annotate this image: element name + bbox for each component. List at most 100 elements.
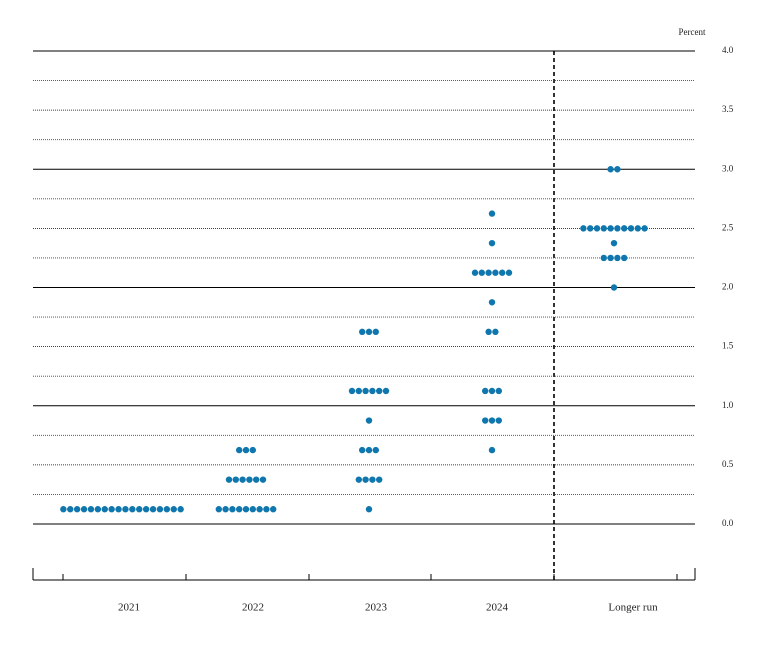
dot bbox=[225, 476, 233, 483]
dot bbox=[495, 417, 502, 424]
dot bbox=[242, 506, 250, 513]
dot bbox=[236, 506, 243, 513]
dot bbox=[365, 446, 373, 454]
dot bbox=[177, 506, 184, 513]
dot bbox=[222, 506, 229, 513]
dot bbox=[256, 506, 263, 513]
dot bbox=[600, 254, 607, 262]
dot bbox=[170, 506, 177, 513]
dot bbox=[163, 506, 171, 513]
dot bbox=[108, 506, 115, 513]
dot bbox=[355, 476, 362, 483]
dot bbox=[136, 506, 143, 513]
dot bbox=[365, 506, 373, 513]
dot bbox=[365, 417, 373, 424]
dot bbox=[607, 225, 614, 232]
dot bbox=[156, 506, 164, 513]
dot bbox=[369, 387, 376, 395]
dot bbox=[149, 506, 157, 513]
dot bbox=[614, 225, 621, 232]
x-tick-label: 2023 bbox=[365, 602, 388, 614]
dot bbox=[627, 225, 635, 232]
dot bbox=[259, 476, 267, 483]
x-tick-label: 2021 bbox=[118, 602, 140, 614]
dot bbox=[362, 387, 369, 395]
dot bbox=[270, 506, 277, 513]
dot bbox=[610, 239, 618, 247]
dot bbox=[249, 506, 256, 513]
dot bbox=[478, 269, 485, 276]
dot bbox=[482, 387, 489, 395]
dot bbox=[246, 476, 253, 483]
dot bbox=[365, 328, 373, 336]
dot bbox=[614, 166, 621, 173]
dot bbox=[593, 225, 601, 232]
y-tick-label: 3.0 bbox=[722, 163, 734, 173]
dot bbox=[488, 446, 496, 454]
dot bbox=[94, 506, 102, 513]
dot bbox=[355, 387, 362, 395]
dot bbox=[142, 506, 150, 513]
dot bbox=[492, 328, 499, 336]
dot bbox=[129, 506, 136, 513]
x-tick-label: Longer run bbox=[608, 602, 658, 614]
y-tick-label: 1.5 bbox=[722, 341, 734, 351]
y-tick-label: 4.0 bbox=[722, 45, 734, 55]
dot bbox=[239, 476, 246, 483]
y-tick-label: 2.5 bbox=[722, 222, 734, 232]
y-tick-label: 0.5 bbox=[722, 459, 734, 469]
dot bbox=[607, 254, 614, 262]
dot bbox=[101, 506, 108, 513]
dot bbox=[215, 506, 222, 513]
dot bbox=[362, 476, 369, 483]
dot bbox=[634, 225, 641, 232]
dot bbox=[382, 387, 390, 395]
y-tick-label: 2.0 bbox=[722, 282, 734, 292]
dot bbox=[236, 446, 243, 454]
dot bbox=[376, 476, 383, 483]
dot bbox=[482, 417, 489, 424]
dot bbox=[471, 269, 479, 276]
dot bbox=[263, 506, 270, 513]
dot bbox=[242, 446, 250, 454]
y-axis-label: Percent bbox=[679, 27, 706, 37]
y-tick-label: 0.0 bbox=[722, 518, 734, 528]
dot bbox=[587, 225, 594, 232]
x-ticks bbox=[62, 574, 678, 580]
dot bbox=[488, 417, 496, 424]
dot bbox=[359, 446, 366, 454]
dot bbox=[485, 328, 492, 336]
dot bbox=[488, 299, 496, 306]
dot bbox=[488, 239, 496, 247]
dot bbox=[73, 506, 81, 513]
x-tick-label: 2024 bbox=[486, 602, 509, 614]
dot bbox=[348, 387, 356, 395]
dot bbox=[87, 506, 95, 513]
dot bbox=[229, 506, 236, 513]
dot bbox=[495, 387, 502, 395]
dot bbox=[369, 476, 376, 483]
dot bbox=[600, 225, 607, 232]
dot bbox=[60, 506, 67, 513]
dot bbox=[80, 506, 88, 513]
dot bbox=[492, 269, 499, 276]
dot bbox=[232, 476, 239, 483]
dot bbox=[580, 225, 587, 232]
dot bbox=[610, 284, 618, 291]
dot bbox=[488, 387, 496, 395]
dot bbox=[359, 328, 366, 336]
dot bbox=[485, 269, 492, 276]
dot bbox=[249, 446, 256, 454]
dot bbox=[372, 328, 379, 336]
dot bbox=[376, 387, 383, 395]
dot bbox=[122, 506, 129, 513]
dot bbox=[614, 254, 621, 262]
dot bbox=[115, 506, 122, 513]
y-tick-label: 1.0 bbox=[722, 400, 734, 410]
dot bbox=[67, 506, 74, 513]
dot bbox=[372, 446, 379, 454]
y-tick-label: 3.5 bbox=[722, 104, 734, 114]
dot bbox=[488, 210, 496, 217]
